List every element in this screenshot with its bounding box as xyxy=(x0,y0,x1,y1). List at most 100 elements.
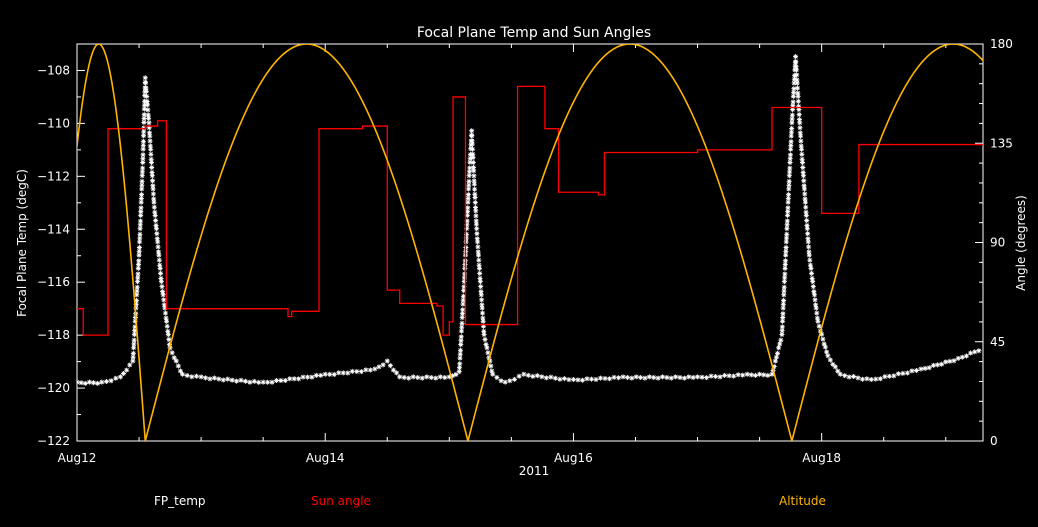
fp-temp-point xyxy=(798,143,804,149)
fp-temp-point xyxy=(806,252,812,258)
fp-temp-point xyxy=(149,170,155,176)
fp-temp-point xyxy=(162,305,168,311)
fp-temp-point xyxy=(782,275,788,281)
fp-temp-point xyxy=(458,342,464,348)
fp-temp-point xyxy=(132,324,138,330)
fp-temp-point xyxy=(803,204,809,210)
y-left-tick-label-0: −122 xyxy=(37,434,70,448)
fp-temp-point xyxy=(864,376,870,382)
fp-temp-point xyxy=(812,297,818,303)
fp-temp-point xyxy=(807,257,813,263)
fp-temp-point xyxy=(477,270,483,276)
fp-temp-point xyxy=(152,209,158,215)
fp-temp-point xyxy=(780,301,786,307)
fp-temp-point xyxy=(406,375,412,381)
fp-temp-point xyxy=(150,191,156,197)
fp-temp-point xyxy=(464,222,470,228)
fp-temp-point xyxy=(472,186,478,192)
fp-temp-point xyxy=(877,376,883,382)
fp-temp-point xyxy=(457,365,463,371)
fp-temp-point xyxy=(465,192,471,198)
fp-temp-point xyxy=(179,371,185,377)
fp-temp-point xyxy=(466,182,472,188)
fp-temp-point xyxy=(552,375,558,381)
fp-temp-point xyxy=(446,374,452,380)
fp-temp-point xyxy=(459,324,465,330)
fp-temp-point xyxy=(345,370,351,376)
fp-temp-point xyxy=(139,178,145,184)
fp-temp-point xyxy=(133,297,139,303)
fp-temp-point xyxy=(177,368,183,374)
fp-temp-point xyxy=(795,85,801,91)
fp-temp-point xyxy=(137,231,143,237)
fp-temp-point xyxy=(472,200,478,206)
fp-temp-point xyxy=(141,125,147,131)
fp-temp-point xyxy=(132,318,138,324)
fp-temp-point xyxy=(534,373,540,379)
fp-temp-point xyxy=(886,373,892,379)
fp-temp-point xyxy=(150,183,156,189)
fp-temp-point xyxy=(566,377,572,383)
fp-temp-point xyxy=(474,236,480,242)
fp-temp-point xyxy=(806,249,812,255)
fp-temp-point xyxy=(787,165,793,171)
fp-temp-point xyxy=(752,372,758,378)
fp-temp-point xyxy=(467,159,473,165)
fp-temp-point xyxy=(772,358,778,364)
fp-temp-point xyxy=(796,117,802,123)
fp-temp-point xyxy=(664,374,670,380)
fp-temp-point xyxy=(457,355,463,361)
fp-temp-point xyxy=(798,133,804,139)
fp-temp-point xyxy=(147,143,153,149)
fp-temp-point xyxy=(797,125,803,131)
fp-temp-point xyxy=(442,374,448,380)
fp-temp-point xyxy=(788,146,794,152)
fp-temp-point xyxy=(810,279,816,285)
fp-temp-point xyxy=(459,320,465,326)
fp-temp-point xyxy=(458,328,464,334)
fp-temp-point xyxy=(473,213,479,219)
y-left-tick-label-4: −114 xyxy=(37,222,70,236)
fp-temp-point xyxy=(832,364,838,370)
fp-temp-point xyxy=(247,379,253,385)
fp-temp-point xyxy=(570,377,576,383)
fp-temp-point xyxy=(153,226,159,232)
fp-temp-point xyxy=(139,169,145,175)
fp-temp-point xyxy=(557,376,563,382)
fp-temp-point xyxy=(782,258,788,264)
fp-temp-point xyxy=(799,151,805,157)
fp-temp-point xyxy=(465,195,471,201)
fp-temp-point xyxy=(779,324,785,330)
fp-temp-point xyxy=(475,239,481,245)
altitude-arc-2 xyxy=(467,44,793,441)
fp-temp-point xyxy=(789,125,795,131)
fp-temp-point xyxy=(469,141,475,147)
fp-temp-point xyxy=(761,372,767,378)
fp-temp-point xyxy=(821,341,827,347)
fp-temp-point xyxy=(151,196,157,202)
fp-temp-point xyxy=(800,165,806,171)
fp-temp-point xyxy=(95,380,101,386)
fp-temp-point xyxy=(165,328,171,334)
fp-temp-point xyxy=(803,212,809,218)
fp-temp-point xyxy=(282,378,288,384)
fp-temp-point xyxy=(99,379,105,385)
fp-temp-point xyxy=(146,120,152,126)
fp-temp-point xyxy=(638,374,644,380)
fp-temp-point xyxy=(397,374,403,380)
x-tick-label-1: Aug14 xyxy=(306,451,345,465)
fp-temp-point xyxy=(193,373,199,379)
fp-temp-point xyxy=(309,374,315,380)
fp-temp-point xyxy=(480,310,486,316)
fp-temp-point xyxy=(793,67,799,73)
fp-temp-point xyxy=(797,120,803,126)
fp-temp-point xyxy=(428,374,434,380)
fp-temp-point xyxy=(811,292,817,298)
fp-temp-point xyxy=(801,178,807,184)
fp-temp-point xyxy=(788,139,794,145)
fp-temp-point xyxy=(158,275,164,281)
fp-temp-point xyxy=(146,125,152,131)
fp-temp-point xyxy=(273,377,279,383)
fp-temp-point xyxy=(327,371,333,377)
fp-temp-point xyxy=(465,209,471,215)
